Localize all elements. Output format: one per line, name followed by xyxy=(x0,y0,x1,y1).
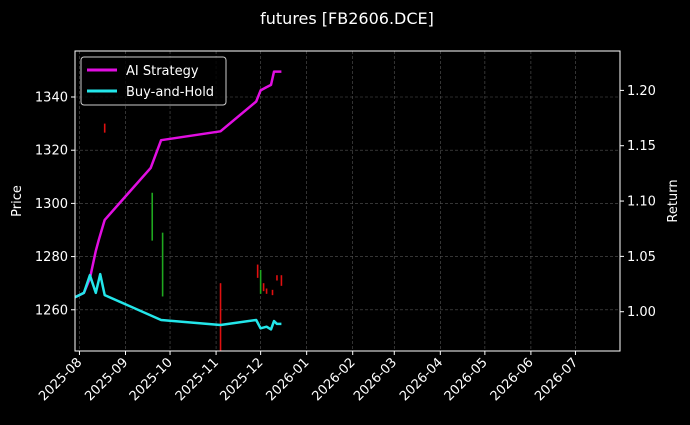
y-tick-label: 1340 xyxy=(35,91,68,106)
y2-tick-label: 1.00 xyxy=(627,305,656,320)
y-tick-label: 1260 xyxy=(35,303,68,318)
series-line-buy-and-hold xyxy=(74,272,282,331)
y2-tick-label: 1.10 xyxy=(627,195,656,210)
candle-layer xyxy=(103,123,283,351)
series-layer xyxy=(74,70,282,331)
y-tick-label: 1320 xyxy=(35,144,68,159)
legend: AI Strategy Buy-and-Hold xyxy=(80,56,227,106)
return-axis: 1.00 1.05 1.10 1.15 1.20 xyxy=(620,84,656,320)
series-line-ai-strategy xyxy=(74,70,282,299)
legend-box xyxy=(80,56,227,106)
y2-tick-label: 1.20 xyxy=(627,84,656,99)
legend-label-ai-strategy: AI Strategy xyxy=(126,64,199,79)
y2-axis-label: Return xyxy=(666,179,681,222)
y2-tick-label: 1.05 xyxy=(627,250,656,265)
y-tick-label: 1280 xyxy=(35,250,68,265)
price-axis: 1260 1280 1300 1320 1340 xyxy=(35,91,75,318)
y-tick-label: 1300 xyxy=(35,197,68,212)
y2-tick-label: 1.15 xyxy=(627,139,656,154)
y-axis-label: Price xyxy=(10,185,25,217)
legend-label-buy-and-hold: Buy-and-Hold xyxy=(126,85,214,100)
chart-title: futures [FB2606.DCE] xyxy=(260,9,434,28)
